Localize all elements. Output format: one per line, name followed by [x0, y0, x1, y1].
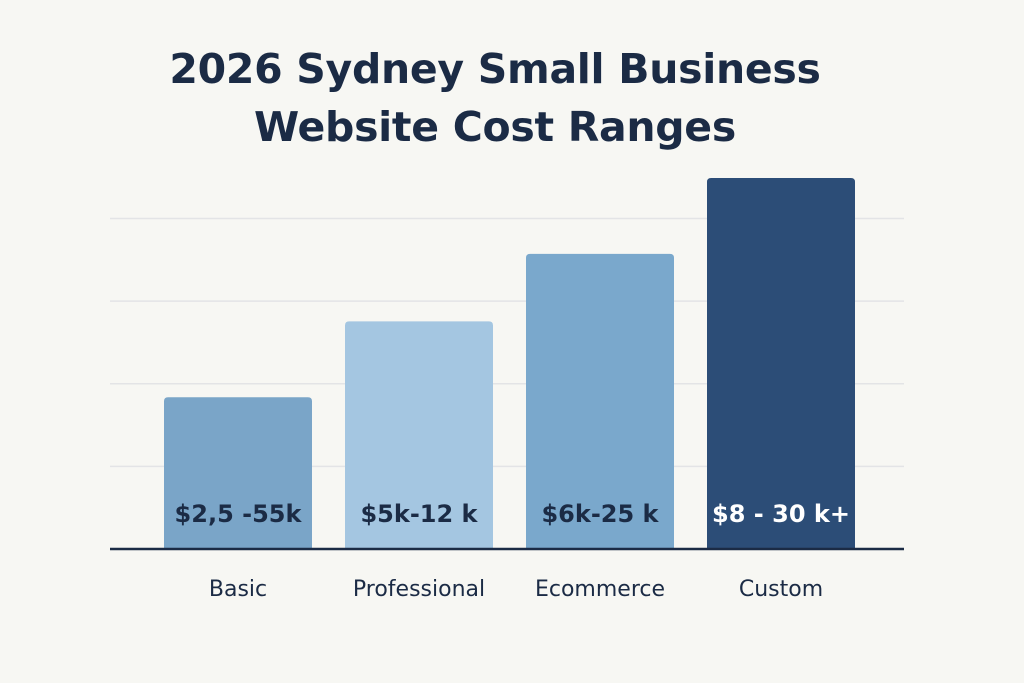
bar-basic: [164, 397, 312, 549]
category-labels: Basic Professional Ecommerce Custom: [209, 577, 823, 602]
chart-title: 2026 Sydney Small Business Website Cost …: [100, 40, 890, 156]
bar-custom: [707, 178, 855, 549]
value-label: $2,5 -55k: [175, 500, 303, 528]
category-label: Professional: [353, 577, 485, 602]
category-label: Ecommerce: [535, 577, 665, 602]
bars: [164, 178, 855, 550]
bar-professional: [345, 321, 493, 549]
value-labels: $2,5 -55k $5k-12 k $6k-25 k $8 - 30 k+: [175, 500, 850, 528]
value-label: $8 - 30 k+: [712, 500, 850, 528]
category-label: Basic: [209, 577, 267, 602]
category-label: Custom: [739, 577, 823, 602]
value-label: $6k-25 k: [541, 500, 659, 528]
chart-title-line-2: Website Cost Ranges: [254, 103, 736, 151]
bar-ecommerce: [526, 253, 674, 550]
chart-title-line-1: 2026 Sydney Small Business: [169, 45, 821, 93]
value-label: $5k-12 k: [360, 500, 478, 528]
